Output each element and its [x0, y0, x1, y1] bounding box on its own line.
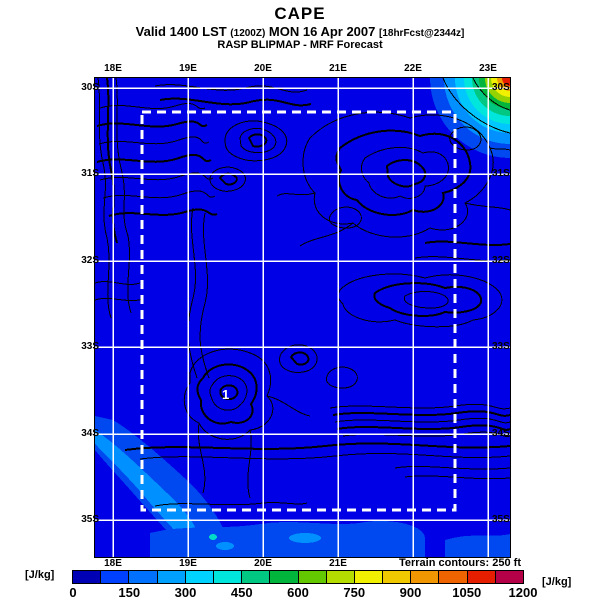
lat-label-right-31S: 31S	[492, 168, 510, 179]
map-canvas: 1	[95, 78, 510, 557]
colorbar-segment-1	[100, 571, 129, 583]
model-line: RASP BLIPMAP - MRF Forecast	[217, 39, 383, 51]
colorbar-segment-15	[494, 571, 523, 583]
colorbar-tick-750: 750	[343, 585, 366, 600]
cape-patches	[95, 416, 510, 557]
valid-time-main: Valid 1400 LST	[135, 24, 231, 39]
lat-label-left-31S: 31S	[81, 168, 99, 179]
valid-time-line: Valid 1400 LST (1200Z) MON 16 Apr 2007 […	[0, 24, 600, 39]
colorbar-tick-450: 450	[230, 585, 253, 600]
lat-label-right-33S: 33S	[492, 341, 510, 352]
colorbar-segment-2	[128, 571, 157, 583]
colorbar-segment-0	[73, 571, 101, 583]
lat-label-left-34S: 34S	[81, 428, 99, 439]
lon-label-bottom-21E: 21E	[329, 558, 347, 569]
colorbar-tick-1050: 1050	[452, 585, 482, 600]
colorbar-segment-5	[212, 571, 242, 583]
colorbar-unit-right: [J/kg]	[542, 576, 572, 588]
valid-date: MON 16 Apr 2007	[265, 24, 379, 39]
lat-label-left-32S: 32S	[81, 255, 99, 266]
colorbar-unit-left: [J/kg]	[25, 569, 55, 581]
colorbar-segment-13	[438, 571, 467, 583]
page-title: CAPE	[274, 4, 326, 23]
lon-label-top-20E: 20E	[254, 63, 272, 74]
terrain-note: Terrain contours: 250 ft	[398, 557, 521, 569]
colorbar-segment-12	[410, 571, 439, 583]
lat-label-right-30S: 30S	[492, 82, 510, 93]
grid-lines	[95, 78, 510, 557]
colorbar-tick-600: 600	[287, 585, 309, 600]
colorbar-segment-4	[184, 571, 213, 583]
lat-label-left-30S: 30S	[81, 82, 99, 93]
colorbar-segment-3	[156, 571, 185, 583]
colorbar-tick-300: 300	[174, 585, 197, 600]
colorbar-tick-150: 150	[118, 585, 141, 600]
map-marker-1: 1	[222, 387, 229, 402]
lon-label-bottom-18E: 18E	[104, 558, 122, 569]
colorbar-segment-6	[241, 571, 270, 583]
lon-label-bottom-20E: 20E	[254, 558, 272, 569]
terrain-contours	[95, 78, 510, 507]
lon-label-bottom-19E: 19E	[179, 558, 197, 569]
lat-label-left-35S: 35S	[81, 514, 99, 525]
lon-label-top-22E: 22E	[404, 63, 422, 74]
colorbar-segment-11	[382, 571, 411, 583]
valid-time-zulu: (1200Z)	[230, 28, 266, 39]
lat-label-left-33S: 33S	[81, 341, 99, 352]
colorbar-segment-9	[325, 571, 354, 583]
lon-label-top-23E: 23E	[479, 63, 497, 74]
colorbar-tick-1200: 1200	[508, 585, 538, 600]
nest-boundary	[140, 110, 457, 512]
lon-label-top-18E: 18E	[104, 63, 122, 74]
colorbar-segment-10	[353, 571, 383, 583]
lon-label-top-21E: 21E	[329, 63, 347, 74]
colorbar-segment-8	[297, 571, 326, 583]
colorbar-tick-900: 900	[399, 585, 422, 600]
colorbar	[72, 570, 524, 584]
lat-label-right-34S: 34S	[492, 428, 510, 439]
lat-label-right-35S: 35S	[492, 514, 510, 525]
map-frame: 1	[94, 77, 511, 558]
colorbar-segment-7	[269, 571, 298, 583]
lon-label-top-19E: 19E	[179, 63, 197, 74]
lat-label-right-32S: 32S	[492, 255, 510, 266]
colorbar-tick-0: 0	[69, 585, 77, 600]
colorbar-segment-14	[466, 571, 495, 583]
forecast-run-info: [18hrFcst@2344z]	[379, 28, 465, 39]
